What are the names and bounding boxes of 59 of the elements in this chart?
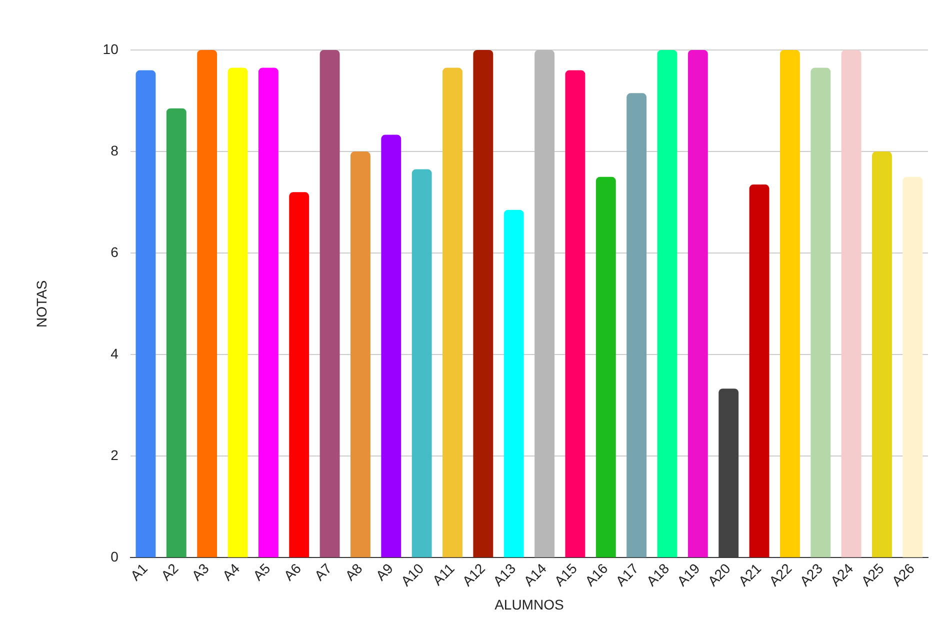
bar	[841, 50, 862, 558]
bar	[596, 176, 616, 558]
bar	[289, 192, 310, 558]
bar	[718, 388, 739, 558]
x-tick-label: A1	[127, 560, 151, 584]
bar	[902, 176, 923, 558]
x-tick-label: A19	[674, 560, 703, 590]
x-axis-title: ALUMNOS	[494, 596, 564, 612]
x-tick-label: A13	[490, 560, 519, 590]
x-tick-label: A20	[704, 560, 734, 590]
x-tick-label: A21	[735, 560, 764, 590]
x-tick-label: A4	[219, 560, 243, 584]
y-tick-label: 10	[102, 40, 119, 57]
bar	[136, 70, 156, 558]
x-tick-label: A25	[858, 560, 887, 590]
y-tick-label: 4	[110, 345, 119, 362]
x-tick-label: A10	[398, 560, 427, 590]
bar	[412, 169, 432, 558]
bar	[228, 68, 248, 558]
bar	[657, 50, 678, 558]
bar	[810, 68, 831, 558]
x-tick-label: A3	[188, 560, 212, 584]
bar	[565, 70, 586, 558]
x-tick-label: A8	[342, 560, 366, 584]
x-tick-label: A5	[250, 560, 274, 584]
bar	[872, 152, 892, 558]
x-tick-label: A15	[551, 560, 580, 590]
x-tick-label: A12	[459, 560, 488, 590]
x-tick-label: A14	[520, 560, 550, 590]
x-tick-label: A26	[888, 560, 918, 590]
y-tick-label: 6	[110, 244, 119, 260]
bar	[381, 134, 402, 558]
x-tick-label: A2	[158, 560, 182, 584]
bar	[688, 50, 708, 558]
bar	[626, 93, 647, 558]
x-tick-label: A9	[372, 560, 396, 584]
x-tick-label: A24	[827, 560, 856, 590]
bar	[442, 68, 462, 558]
x-tick-label: A23	[796, 560, 826, 590]
bar	[534, 50, 554, 558]
y-axis-title: NOTAS	[33, 280, 50, 328]
y-tick-label: 8	[110, 142, 119, 158]
x-tick-label: A22	[766, 560, 795, 590]
y-tick-label: 0	[110, 548, 119, 565]
y-tick-label: 2	[110, 447, 119, 464]
bar	[197, 50, 218, 558]
x-tick-label: A18	[643, 560, 672, 590]
bar	[166, 108, 186, 558]
bar	[504, 210, 524, 558]
bar	[320, 50, 340, 558]
x-tick-label: A6	[280, 560, 304, 584]
bar	[749, 184, 770, 558]
bar	[350, 152, 370, 558]
x-tick-label: A16	[582, 560, 611, 590]
x-tick-label: A7	[311, 560, 335, 584]
x-tick-label: A11	[429, 560, 458, 588]
bar	[473, 50, 494, 558]
bar	[258, 68, 278, 558]
bar	[780, 50, 800, 558]
